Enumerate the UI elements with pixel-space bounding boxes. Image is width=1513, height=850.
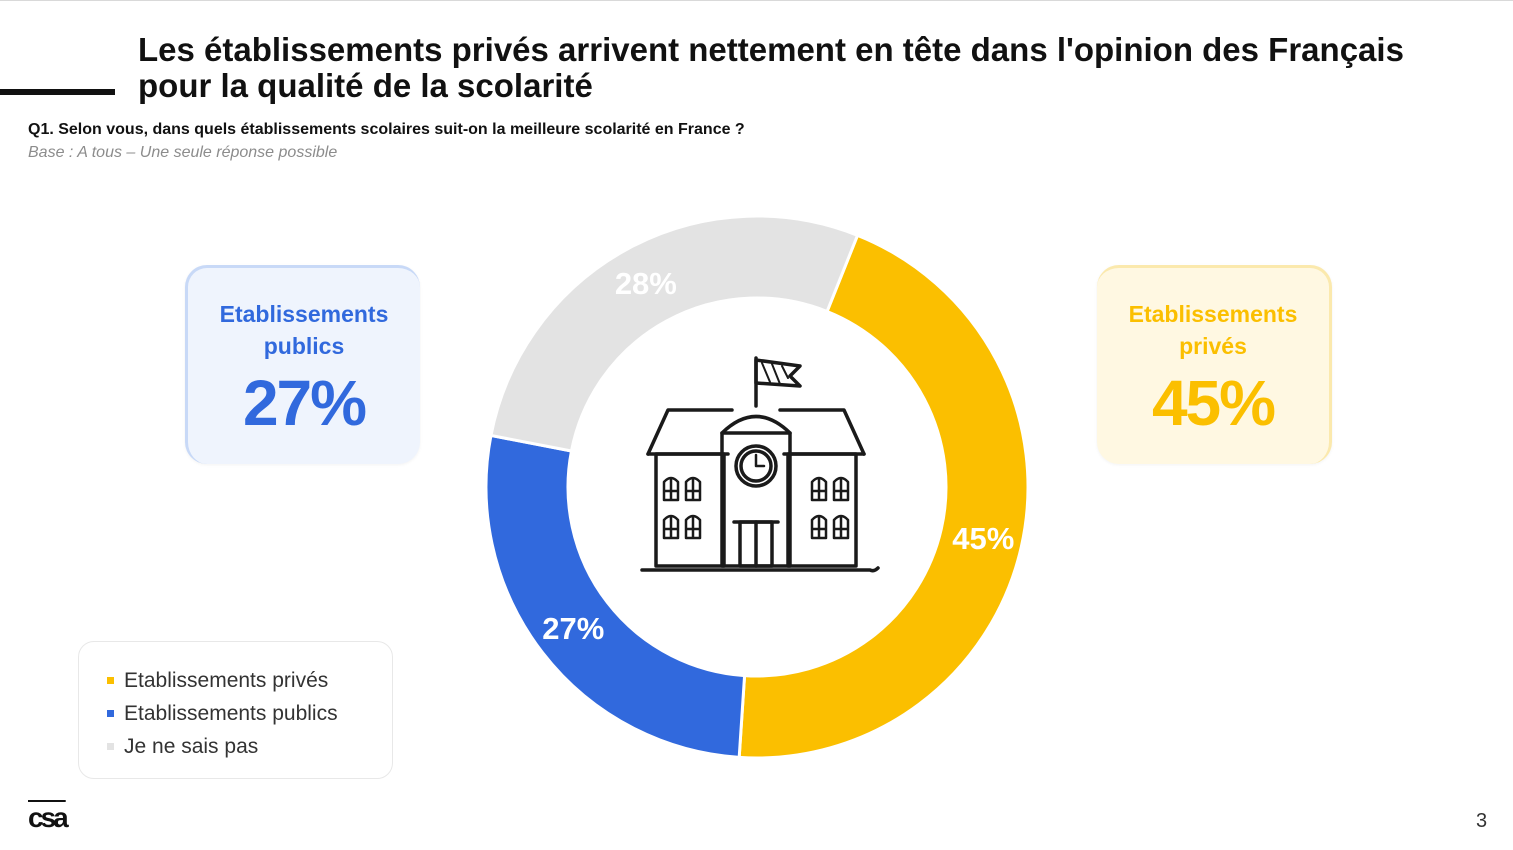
- legend-item: Je ne sais pas: [79, 730, 392, 763]
- callout-private-label: Etablissements privés: [1128, 301, 1298, 359]
- legend-label: Etablissements publics: [124, 701, 338, 725]
- legend-swatch: [107, 743, 114, 750]
- legend-item: Etablissements privés: [79, 664, 392, 697]
- callout-private-value: 45%: [1151, 367, 1276, 439]
- survey-question: Q1. Selon vous, dans quels établissement…: [28, 121, 745, 138]
- callout-public-value: 27%: [242, 367, 367, 439]
- survey-base: Base : A tous – Une seule réponse possib…: [28, 144, 338, 161]
- callout-public: Etablissements publics 27%: [185, 265, 420, 464]
- csa-logo: csa: [28, 802, 69, 833]
- donut-slice: [489, 214, 860, 453]
- legend-swatch: [107, 677, 114, 684]
- callout-public-label: Etablissements publics: [219, 301, 389, 359]
- donut-slices: [484, 214, 1030, 760]
- donut-data-label: 27%: [542, 611, 604, 646]
- callout-private: Etablissements privés 45%: [1097, 265, 1332, 464]
- donut-slice: [737, 233, 1030, 760]
- page-title: Les établissements privés arrivent nette…: [138, 31, 1404, 104]
- legend-item: Etablissements publics: [79, 697, 392, 730]
- chart-legend: Etablissements privés Etablissements pub…: [78, 641, 393, 779]
- donut-slice: [484, 433, 747, 760]
- school-building-icon: [640, 356, 880, 573]
- legend-label: Etablissements privés: [124, 668, 329, 692]
- page-number: 3: [1476, 810, 1488, 832]
- donut-data-label: 28%: [615, 266, 677, 301]
- donut-data-label: 45%: [952, 521, 1014, 556]
- donut-data-labels: 45% 27% 28%: [542, 266, 1014, 646]
- donut-chart: 45% 27% 28%: [484, 214, 1030, 760]
- top-divider: [0, 0, 1513, 1]
- legend-label: Je ne sais pas: [124, 734, 259, 758]
- legend-swatch: [107, 710, 114, 717]
- title-accent-bar: [0, 89, 115, 95]
